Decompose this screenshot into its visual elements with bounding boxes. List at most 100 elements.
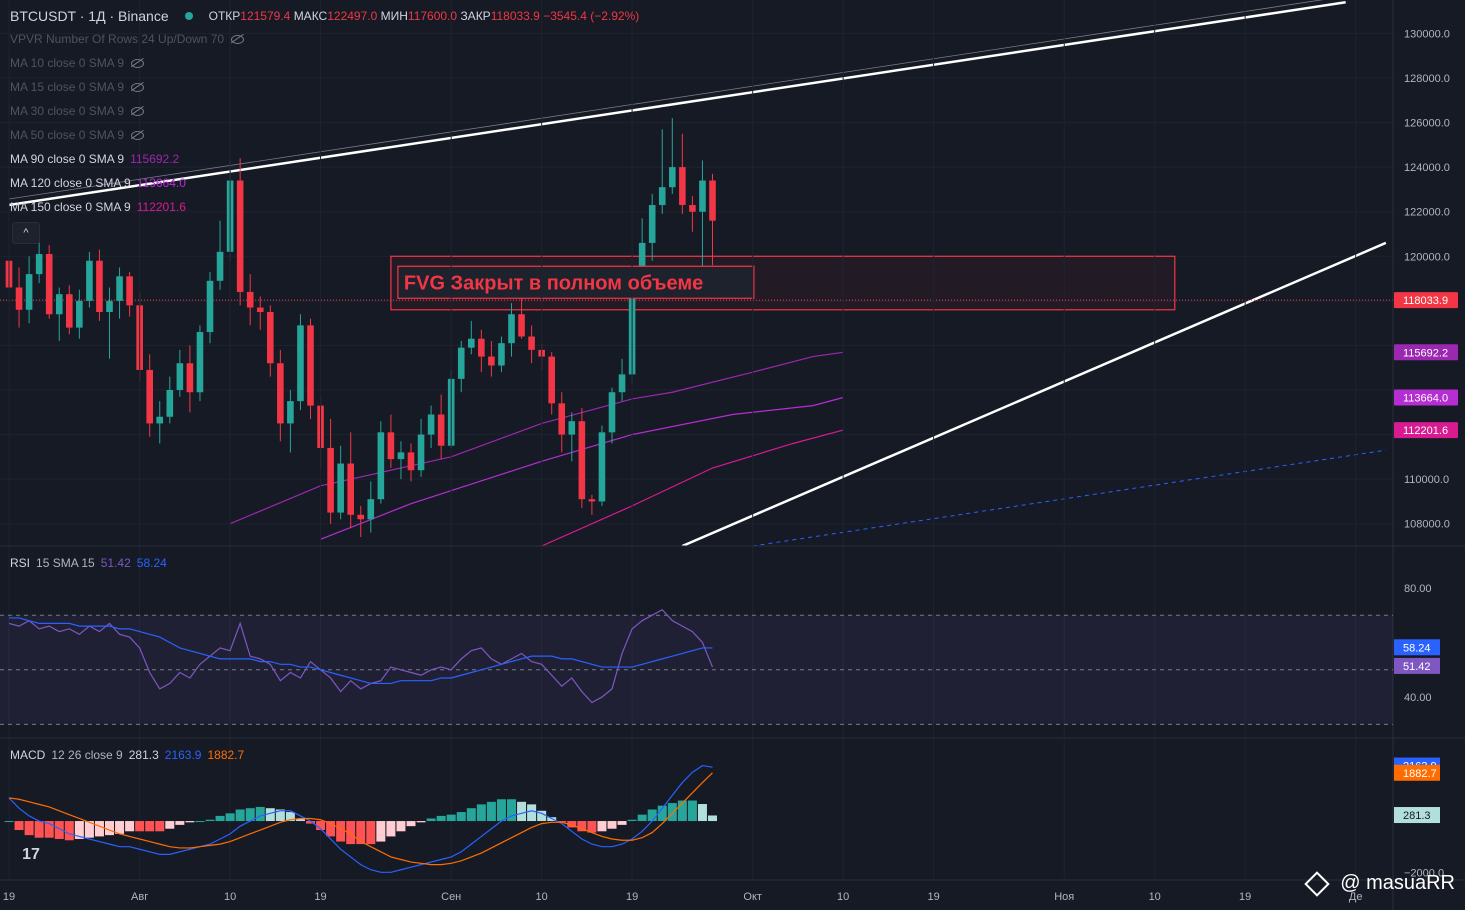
price-tag-bg <box>1394 389 1458 406</box>
indicator-legend-row[interactable]: VPVR Number Of Rows 24 Up/Down 70 <box>10 32 245 46</box>
time-axis-label: Де <box>1349 891 1363 903</box>
binance-diamond-icon <box>1304 870 1330 897</box>
macd-hist-bar <box>647 809 657 822</box>
macd-hist-bar <box>265 808 275 822</box>
candle <box>437 394 445 460</box>
candle-body <box>709 180 716 221</box>
macd-tag-label: 1882.7 <box>1403 768 1437 780</box>
candle-body <box>457 347 465 379</box>
indicator-legend-row[interactable]: MA 15 close 0 SMA 9 <box>10 80 145 94</box>
macd-hist-bar <box>436 815 446 822</box>
eye-hidden-icon[interactable] <box>230 34 245 44</box>
macd-hist-bar <box>667 803 677 822</box>
macd-hist-value: 281.3 <box>128 748 159 762</box>
candle-body <box>246 291 254 308</box>
macd-hist-bar <box>486 801 496 822</box>
indicator-label: MA 90 close 0 SMA 9 <box>10 152 125 166</box>
eye-hidden-icon[interactable] <box>130 82 145 92</box>
candle-body <box>126 276 133 306</box>
candle-body <box>106 300 113 312</box>
rsi-tag-label: 51.42 <box>1403 661 1431 673</box>
macd-hist-bar <box>285 812 295 822</box>
candle <box>256 296 264 330</box>
price-axis-label: 124000.0 <box>1404 162 1450 174</box>
candle <box>648 193 656 261</box>
indicator-label: MA 120 close 0 SMA 9 <box>10 176 131 190</box>
open-label: ОТКР <box>208 9 241 23</box>
candle <box>417 418 425 477</box>
rsi-axis-label: 80.00 <box>1404 583 1432 595</box>
indicator-label: MA 50 close 0 SMA 9 <box>10 128 125 142</box>
price-tag-label: 112201.6 <box>1403 425 1448 437</box>
time-axis-label: Сен <box>441 891 461 903</box>
candle <box>216 220 224 290</box>
candle <box>558 392 566 453</box>
collapse-legend-button[interactable]: ^ <box>12 222 40 244</box>
macd-hist-bar <box>577 821 587 832</box>
indicator-legend-row[interactable]: MA 120 close 0 SMA 9 113664.0 <box>10 176 186 190</box>
candle-body <box>256 307 264 312</box>
candle-body <box>307 325 314 406</box>
high-value: 122497.0 <box>327 9 378 23</box>
indicator-legend-row[interactable]: MA 10 close 0 SMA 9 <box>10 56 145 70</box>
candle-body <box>55 294 63 315</box>
candle-body <box>598 432 606 502</box>
macd-hist-bar <box>215 815 225 822</box>
candle <box>658 129 666 214</box>
candle-body <box>689 205 696 212</box>
indicator-label: MA 15 close 0 SMA 9 <box>10 80 125 94</box>
indicator-legend-row[interactable]: MA 90 close 0 SMA 9 115692.2 <box>10 152 179 166</box>
price-axis-label: 120000.0 <box>1404 251 1450 263</box>
market-status-icon <box>184 12 193 20</box>
macd-value: 2163.9 <box>164 748 202 762</box>
candle-body <box>327 447 334 513</box>
candle-body <box>387 432 395 460</box>
macd-hist-bar <box>235 809 245 822</box>
indicator-legend-row[interactable]: MA 30 close 0 SMA 9 <box>10 104 145 118</box>
close-label: ЗАКР <box>460 9 491 23</box>
macd-hist-bar <box>386 821 396 837</box>
eye-hidden-icon[interactable] <box>130 58 145 68</box>
candle <box>588 494 596 515</box>
indicator-legend-row[interactable]: MA 150 close 0 SMA 9 112201.6 <box>10 200 186 214</box>
candle <box>277 349 284 442</box>
trendline-channel-edge <box>8 0 1324 200</box>
candle <box>307 318 314 419</box>
macd-hist-bar <box>597 821 607 832</box>
rsi-ma-value: 58.24 <box>136 556 167 570</box>
eye-hidden-icon[interactable] <box>130 106 145 116</box>
candle <box>387 414 395 468</box>
candle-body <box>588 499 596 502</box>
macd-hist-bar <box>155 821 165 832</box>
time-axis-label: 10 <box>837 891 849 903</box>
macd-label: MACD <box>10 748 46 762</box>
tradingview-logo-icon[interactable]: 17 <box>14 842 48 868</box>
rsi-legend[interactable]: RSI 15 SMA 15 51.42 58.24 <box>10 556 167 570</box>
macd-axis-label: −2000.0 <box>1404 867 1444 879</box>
eye-hidden-icon[interactable] <box>130 130 145 140</box>
macd-legend[interactable]: MACD 12 26 close 9 281.3 2163.9 1882.7 <box>10 748 244 762</box>
macd-hist-bar <box>346 821 356 845</box>
macd-hist-bar <box>366 821 376 845</box>
macd-signal-line <box>8 772 713 866</box>
candle-body <box>277 363 284 424</box>
macd-hist-bar <box>697 804 707 822</box>
candle <box>367 481 375 533</box>
macd-hist-bar <box>316 821 326 831</box>
symbol-title[interactable]: BTCUSDT · 1Д · Binance <box>10 8 169 24</box>
price-tag-label: 113664.0 <box>1403 392 1448 404</box>
candle-body <box>25 274 33 310</box>
macd-tag-bg <box>1394 764 1440 781</box>
macd-hist-bar <box>54 821 64 839</box>
macd-hist-bar <box>627 819 637 822</box>
macd-hist-bar <box>567 821 577 828</box>
indicator-legend-row[interactable]: MA 50 close 0 SMA 9 <box>10 128 145 142</box>
candle <box>578 407 586 509</box>
candle <box>488 340 495 377</box>
candle-body <box>297 325 304 402</box>
candle-body <box>45 254 53 315</box>
candle <box>427 405 435 448</box>
candle-body <box>618 374 626 393</box>
candle <box>508 303 515 357</box>
